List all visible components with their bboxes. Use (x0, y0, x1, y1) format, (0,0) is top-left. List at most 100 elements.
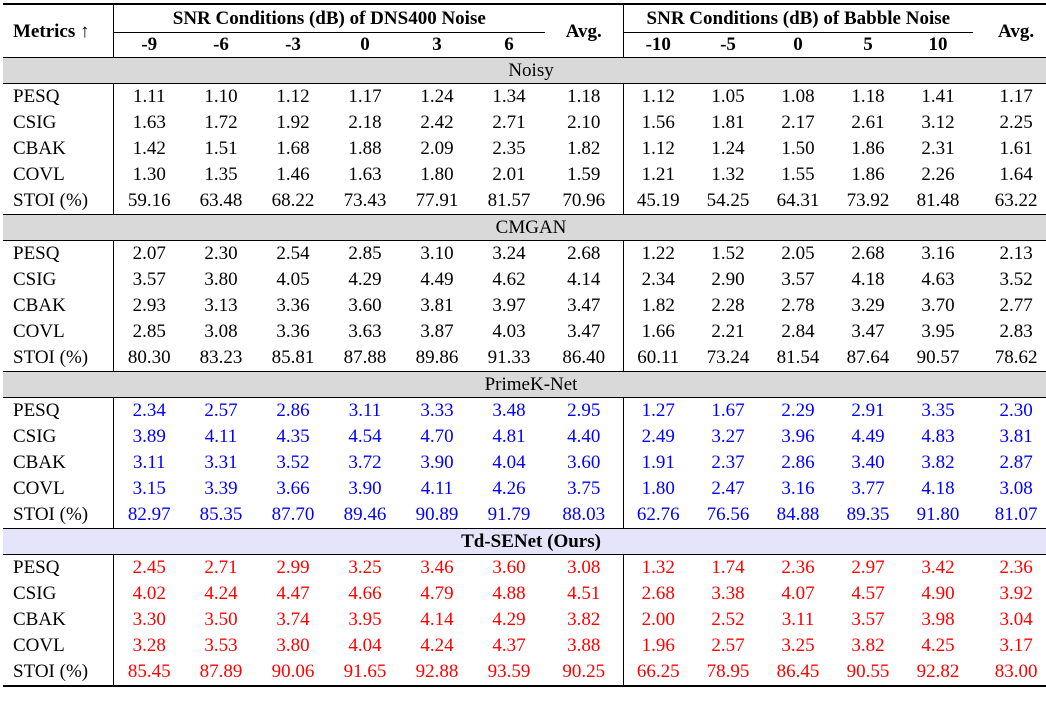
section-title: CMGAN (3, 214, 1046, 241)
value-cell: 2.52 (711, 609, 745, 630)
avg-cell: 2.30 (999, 400, 1033, 421)
value-cell: 4.05 (276, 269, 310, 290)
value-cell: 3.40 (851, 452, 885, 473)
avg-cell: 3.52 (999, 269, 1033, 290)
value-cell: 68.22 (271, 190, 315, 211)
value-cell: 3.30 (132, 609, 166, 630)
value-cell: 89.86 (415, 347, 459, 368)
avg-cell: 2.68 (545, 240, 624, 267)
value-cell: 2.85 (348, 243, 382, 264)
value-cell: 85.81 (271, 347, 315, 368)
avg-cell: 63.22 (994, 190, 1038, 211)
avg-cell: 90.25 (545, 659, 624, 687)
value-cell: 2.01 (492, 164, 526, 185)
value-cell: 1.24 (420, 86, 454, 107)
value-cell: 3.16 (921, 243, 955, 264)
value-cell: 3.81 (420, 295, 454, 316)
value-cell: 82.97 (127, 504, 171, 525)
metric-label: CSIG (3, 110, 114, 136)
snr-header: 3 (432, 34, 442, 55)
metric-label: PESQ (3, 83, 114, 110)
value-cell: 3.74 (276, 609, 310, 630)
snr-header: -9 (141, 34, 158, 55)
value-cell: 3.12 (921, 112, 955, 133)
value-cell: 2.47 (711, 478, 745, 499)
value-cell: 4.62 (492, 269, 526, 290)
value-cell: 81.48 (916, 190, 960, 211)
value-cell: 2.93 (132, 295, 166, 316)
value-cell: 2.05 (781, 243, 815, 264)
value-cell: 2.30 (204, 243, 238, 264)
value-cell: 2.34 (132, 400, 166, 421)
value-cell: 4.35 (276, 426, 310, 447)
value-cell: 1.72 (204, 112, 238, 133)
value-cell: 1.22 (641, 243, 675, 264)
value-cell: 2.57 (204, 400, 238, 421)
value-cell: 1.50 (781, 138, 815, 159)
avg-cell: 1.17 (999, 86, 1033, 107)
metric-label: PESQ (3, 554, 114, 581)
value-cell: 3.11 (132, 452, 166, 473)
value-cell: 89.46 (343, 504, 387, 525)
table-row: STOI (%) 59.16 63.48 68.22 73.43 77.91 81.57 70… (3, 188, 1046, 215)
value-cell: 3.57 (132, 269, 166, 290)
value-cell: 3.52 (276, 452, 310, 473)
value-cell: 76.56 (706, 504, 750, 525)
value-cell: 4.14 (420, 609, 454, 630)
metric-label: COVL (3, 162, 114, 188)
value-cell: 87.64 (846, 347, 890, 368)
table-row: STOI (%) 82.97 85.35 87.70 89.46 90.89 91.79 88… (3, 502, 1046, 529)
value-cell: 1.30 (132, 164, 166, 185)
value-cell: 2.86 (276, 400, 310, 421)
value-cell: 1.56 (641, 112, 675, 133)
header-row-groups: Metrics ↑ SNR Conditions (dB) of DNS400 … (3, 3, 1046, 58)
metric-label: STOI (%) (3, 659, 114, 687)
value-cell: 3.60 (492, 557, 526, 578)
table-row: STOI (%) 85.45 87.89 90.06 91.65 92.88 93.59 90… (3, 659, 1046, 687)
metric-label: CBAK (3, 607, 114, 633)
value-cell: 3.29 (851, 295, 885, 316)
value-cell: 4.79 (420, 583, 454, 604)
value-cell: 90.57 (916, 347, 960, 368)
babble-avg-header: Avg. (973, 3, 1046, 58)
value-cell: 4.02 (132, 583, 166, 604)
value-cell: 3.95 (348, 609, 382, 630)
dns400-group-header: SNR Conditions (dB) of DNS400 Noise (113, 3, 546, 33)
value-cell: 80.30 (127, 347, 171, 368)
value-cell: 1.12 (641, 86, 675, 107)
value-cell: 4.29 (492, 609, 526, 630)
value-cell: 87.89 (185, 659, 257, 687)
section-band: Noisy (3, 57, 1046, 84)
value-cell: 3.80 (276, 635, 310, 656)
value-cell: 2.35 (492, 138, 526, 159)
value-cell: 1.32 (711, 164, 745, 185)
value-cell: 3.53 (204, 635, 238, 656)
value-cell: 1.86 (851, 138, 885, 159)
value-cell: 1.86 (851, 164, 885, 185)
value-cell: 1.96 (641, 635, 675, 656)
value-cell: 4.37 (492, 635, 526, 656)
table-row: PESQ 2.45 2.71 2.99 3.25 3.46 3.60 3.08 1.32 1.74… (3, 554, 1046, 581)
value-cell: 1.05 (711, 86, 745, 107)
value-cell: 4.88 (492, 583, 526, 604)
value-cell: 3.89 (132, 426, 166, 447)
value-cell: 90.06 (257, 659, 329, 687)
avg-cell: 1.61 (999, 138, 1033, 159)
value-cell: 60.11 (637, 347, 680, 368)
value-cell: 1.67 (711, 400, 745, 421)
avg-cell: 2.10 (545, 110, 624, 136)
table-row: PESQ 2.34 2.57 2.86 3.11 3.33 3.48 2.95 1.27 1.67… (3, 397, 1046, 424)
value-cell: 3.80 (204, 269, 238, 290)
value-cell: 4.66 (348, 583, 382, 604)
value-cell: 59.16 (127, 190, 171, 211)
value-cell: 4.70 (420, 426, 454, 447)
value-cell: 4.07 (781, 583, 815, 604)
value-cell: 1.24 (711, 138, 745, 159)
value-cell: 3.82 (851, 635, 885, 656)
metric-label: COVL (3, 633, 114, 659)
value-cell: 91.80 (916, 504, 960, 525)
value-cell: 1.27 (641, 400, 675, 421)
avg-cell: 2.36 (999, 557, 1033, 578)
avg-cell: 1.59 (545, 162, 624, 188)
avg-cell: 4.40 (545, 424, 624, 450)
